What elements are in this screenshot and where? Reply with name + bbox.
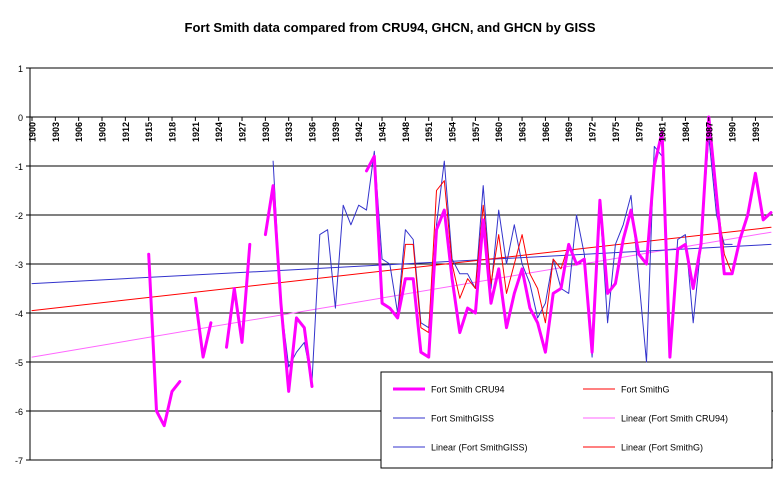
x-tick-label: 1939	[331, 122, 341, 142]
x-tick-label: 1969	[564, 122, 574, 142]
y-tick-label: -7	[15, 456, 23, 466]
legend-label: Linear (Fort Smith CRU94)	[621, 414, 728, 424]
x-axis: 1900 1903 1906 1909 1912 1915 1918 1921 1924 1927…	[28, 117, 761, 142]
x-tick-label: 1957	[471, 122, 481, 142]
series-line-0-segment-4	[365, 115, 773, 359]
series-line-0-segment-1	[193, 296, 213, 359]
x-tick-label: 1906	[74, 122, 84, 142]
x-tick-label: 1978	[634, 122, 644, 142]
x-tick-label: 1960	[494, 122, 504, 142]
legend-label: Linear (Fort SmithGISS)	[431, 443, 528, 453]
legend-box	[380, 371, 773, 469]
y-tick-label: 1	[18, 64, 23, 74]
x-tick-label: 1915	[144, 122, 154, 142]
y-tick-label: -2	[15, 211, 23, 221]
x-tick-label: 1963	[518, 122, 528, 142]
x-tick-label: 1900	[28, 122, 38, 142]
x-tick-label: 1921	[191, 122, 201, 142]
legend-label: Fort Smith CRU94	[431, 385, 505, 395]
legend: Fort Smith CRU94 Fort SmithG Fort SmithGIS…	[380, 371, 773, 469]
x-tick-label: 1987	[704, 122, 714, 142]
x-tick-label: 1927	[238, 122, 248, 142]
chart-title: Fort Smith data compared from CRU94, GHC…	[184, 20, 596, 35]
y-tick-label: -1	[15, 162, 23, 172]
x-tick-label: 1948	[401, 122, 411, 142]
x-tick-label: 1903	[51, 122, 61, 142]
x-tick-label: 1918	[168, 122, 178, 142]
legend-label: Fort SmithG	[621, 385, 670, 395]
x-tick-label: 1975	[611, 122, 621, 142]
x-tick-label: 1933	[284, 122, 294, 142]
y-tick-label: -3	[15, 260, 23, 270]
x-tick-label: 1942	[354, 122, 364, 142]
x-tick-label: 1936	[308, 122, 318, 142]
x-tick-label: 1912	[121, 122, 131, 142]
legend-label: Linear (Fort SmithG)	[621, 443, 703, 453]
x-tick-label: 1972	[588, 122, 598, 142]
y-tick-label: -4	[15, 309, 23, 319]
y-axis: 1 0 -1 -2 -3 -4 -5 -6 -7	[15, 64, 31, 466]
x-tick-label: 1966	[541, 122, 551, 142]
x-tick-label: 1945	[378, 122, 388, 142]
y-tick-label: -6	[15, 407, 23, 417]
series-layer	[31, 115, 773, 428]
x-tick-label: 1930	[261, 122, 271, 142]
x-tick-label: 1924	[214, 122, 224, 142]
x-tick-label: 1990	[728, 122, 738, 142]
series-line-2-segment-0	[272, 136, 733, 383]
series-line-0-segment-2	[225, 242, 252, 349]
x-tick-label: 1951	[424, 122, 434, 142]
series-line-0-segment-0	[147, 252, 182, 428]
x-tick-label: 1993	[751, 122, 761, 142]
series-line-0-segment-3	[263, 184, 314, 393]
y-tick-label: 0	[18, 113, 23, 123]
y-tick-label: -5	[15, 358, 23, 368]
x-tick-label: 1984	[681, 122, 691, 142]
x-tick-label: 1909	[98, 122, 108, 142]
x-tick-label: 1954	[448, 122, 458, 142]
x-tick-label: 1981	[658, 122, 668, 142]
legend-label: Fort SmithGISS	[431, 414, 494, 424]
